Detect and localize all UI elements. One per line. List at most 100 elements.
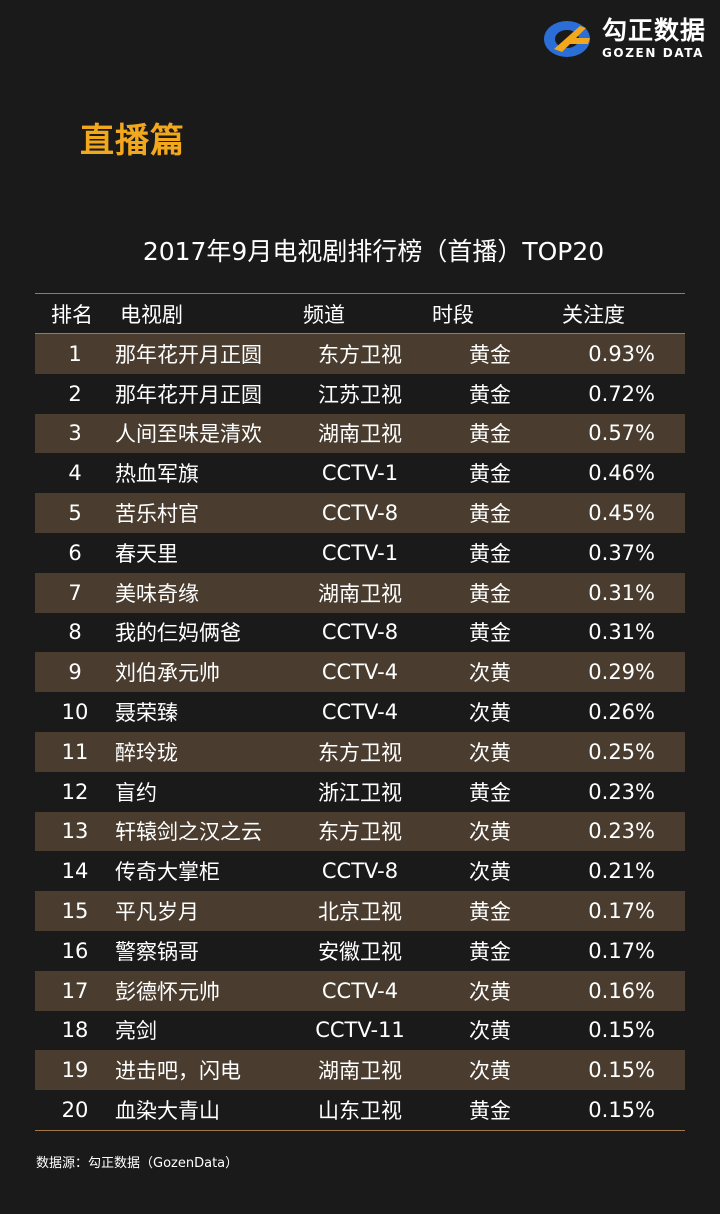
rank-cell: 10 [61, 700, 89, 725]
channel-cell: 浙江卫视 [318, 780, 402, 805]
attention-cell: 0.57% [588, 421, 655, 446]
drama-name-cell: 盲约 [115, 780, 157, 805]
column-header-timeslot: 时段 [432, 302, 474, 327]
table-row: 15 平凡岁月 北京卫视 黄金 0.17% [35, 891, 685, 931]
attention-cell: 0.45% [588, 501, 655, 526]
table-row: 10 聂荣臻 CCTV-4 次黄 0.26% [35, 692, 685, 732]
attention-cell: 0.23% [588, 819, 655, 844]
attention-cell: 0.26% [588, 700, 655, 725]
drama-name-cell: 醉玲珑 [115, 740, 178, 765]
rank-cell: 17 [61, 978, 89, 1003]
channel-cell: CCTV-4 [321, 700, 399, 725]
table-row: 18 亮剑 CCTV-11 次黄 0.15% [35, 1010, 685, 1051]
timeslot-cell: 次黄 [469, 740, 511, 765]
attention-cell: 0.15% [588, 1018, 655, 1043]
table-row: 5 苦乐村官 CCTV-8 黄金 0.45% [35, 493, 685, 533]
timeslot-cell: 次黄 [469, 661, 511, 686]
drama-name-cell: 传奇大掌柜 [115, 860, 220, 885]
attention-cell: 0.31% [588, 580, 655, 605]
drama-name-cell: 轩辕剑之汉之云 [115, 820, 262, 845]
rank-cell: 14 [61, 859, 89, 884]
channel-cell: CCTV-8 [321, 501, 399, 526]
drama-name-cell: 那年花开月正圆 [115, 342, 262, 367]
timeslot-cell: 黄金 [469, 900, 511, 925]
attention-cell: 0.29% [588, 660, 655, 685]
channel-cell: CCTV-11 [315, 1018, 405, 1043]
timeslot-cell: 黄金 [469, 621, 511, 646]
channel-cell: 东方卫视 [318, 740, 402, 765]
timeslot-cell: 黄金 [469, 502, 511, 527]
table-body: 1 那年花开月正圆 东方卫视 黄金 0.93% 2 那年花开月正圆 江苏卫视 黄金 0.72% 3 人… [35, 334, 685, 1130]
drama-name-cell: 聂荣臻 [115, 701, 178, 726]
drama-name-cell: 刘伯承元帅 [115, 661, 220, 686]
timeslot-cell: 次黄 [469, 820, 511, 845]
table-row: 13 轩辕剑之汉之云 东方卫视 次黄 0.23% [35, 811, 685, 852]
timeslot-cell: 次黄 [469, 701, 511, 726]
table-row: 9 刘伯承元帅 CCTV-4 次黄 0.29% [35, 652, 685, 693]
attention-cell: 0.17% [588, 899, 655, 924]
drama-name-cell: 平凡岁月 [115, 900, 199, 925]
table-row: 20 血染大青山 山东卫视 黄金 0.15% [35, 1090, 685, 1130]
rank-cell: 20 [61, 1098, 89, 1123]
table-row: 1 那年花开月正圆 东方卫视 黄金 0.93% [35, 334, 685, 374]
drama-name-cell: 血染大青山 [115, 1099, 220, 1124]
timeslot-cell: 黄金 [469, 462, 511, 487]
brand-logo: 勾正数据 GOZEN DATA [540, 16, 706, 60]
drama-name-cell: 彭德怀元帅 [115, 979, 220, 1004]
table-title: 2017年9月电视剧排行榜（首播）TOP20 [142, 237, 605, 266]
column-header-attention: 关注度 [562, 302, 625, 327]
rank-cell: 12 [61, 779, 89, 804]
timeslot-cell: 黄金 [469, 422, 511, 447]
table-row: 12 盲约 浙江卫视 黄金 0.23% [35, 771, 685, 812]
table-header: 排名 电视剧 频道 时段 关注度 [35, 294, 685, 334]
timeslot-cell: 黄金 [469, 541, 511, 566]
attention-cell: 0.15% [588, 1058, 655, 1083]
channel-cell: 北京卫视 [318, 900, 402, 925]
ranking-table: 排名 电视剧 频道 时段 关注度 1 那年花开月正圆 东方卫视 黄金 0.93% 2 那年花… [35, 293, 685, 1131]
rank-cell: 2 [68, 381, 82, 406]
attention-cell: 0.23% [588, 779, 655, 804]
data-source-note: 数据源：勾正数据（GozenData） [36, 1156, 239, 1171]
channel-cell: 湖南卫视 [318, 1059, 402, 1084]
channel-cell: CCTV-8 [321, 620, 399, 645]
channel-cell: CCTV-4 [321, 660, 399, 685]
brand-name-en: GOZEN DATA [601, 45, 705, 60]
attention-cell: 0.15% [588, 1098, 655, 1123]
rank-cell: 4 [68, 461, 82, 486]
table-row: 3 人间至味是清欢 湖南卫视 黄金 0.57% [35, 413, 685, 454]
rank-cell: 6 [68, 540, 82, 565]
channel-cell: 山东卫视 [318, 1099, 402, 1124]
channel-cell: 湖南卫视 [318, 581, 402, 606]
drama-name-cell: 亮剑 [115, 1019, 157, 1044]
channel-cell: 湖南卫视 [318, 422, 402, 447]
table-row: 11 醉玲珑 东方卫视 次黄 0.25% [35, 731, 685, 772]
table-row: 16 警察锅哥 安徽卫视 黄金 0.17% [35, 930, 685, 971]
attention-cell: 0.37% [588, 540, 655, 565]
channel-cell: 江苏卫视 [318, 382, 402, 407]
attention-cell: 0.93% [588, 341, 655, 366]
rank-cell: 19 [61, 1058, 89, 1083]
attention-cell: 0.17% [588, 938, 655, 963]
rank-cell: 3 [68, 421, 82, 446]
timeslot-cell: 黄金 [469, 342, 511, 367]
rank-cell: 8 [68, 620, 82, 645]
rank-cell: 16 [61, 938, 89, 963]
rank-cell: 7 [68, 580, 82, 605]
channel-cell: CCTV-1 [321, 540, 399, 565]
drama-name-cell: 我的仨妈俩爸 [115, 621, 241, 646]
table-row: 2 那年花开月正圆 江苏卫视 黄金 0.72% [35, 373, 685, 414]
drama-name-cell: 人间至味是清欢 [115, 422, 262, 447]
brand-name-cn: 勾正数据 [601, 15, 706, 45]
channel-cell: CCTV-8 [321, 859, 399, 884]
timeslot-cell: 次黄 [469, 860, 511, 885]
timeslot-cell: 黄金 [469, 1099, 511, 1124]
gozen-logo-icon [543, 21, 590, 57]
drama-name-cell: 进击吧，闪电 [115, 1059, 241, 1084]
timeslot-cell: 黄金 [469, 382, 511, 407]
channel-cell: CCTV-4 [321, 978, 399, 1003]
drama-name-cell: 警察锅哥 [115, 939, 199, 964]
drama-name-cell: 那年花开月正圆 [115, 382, 262, 407]
column-header-drama: 电视剧 [120, 302, 183, 327]
table-row: 8 我的仨妈俩爸 CCTV-8 黄金 0.31% [35, 612, 685, 653]
channel-cell: CCTV-1 [321, 461, 399, 486]
